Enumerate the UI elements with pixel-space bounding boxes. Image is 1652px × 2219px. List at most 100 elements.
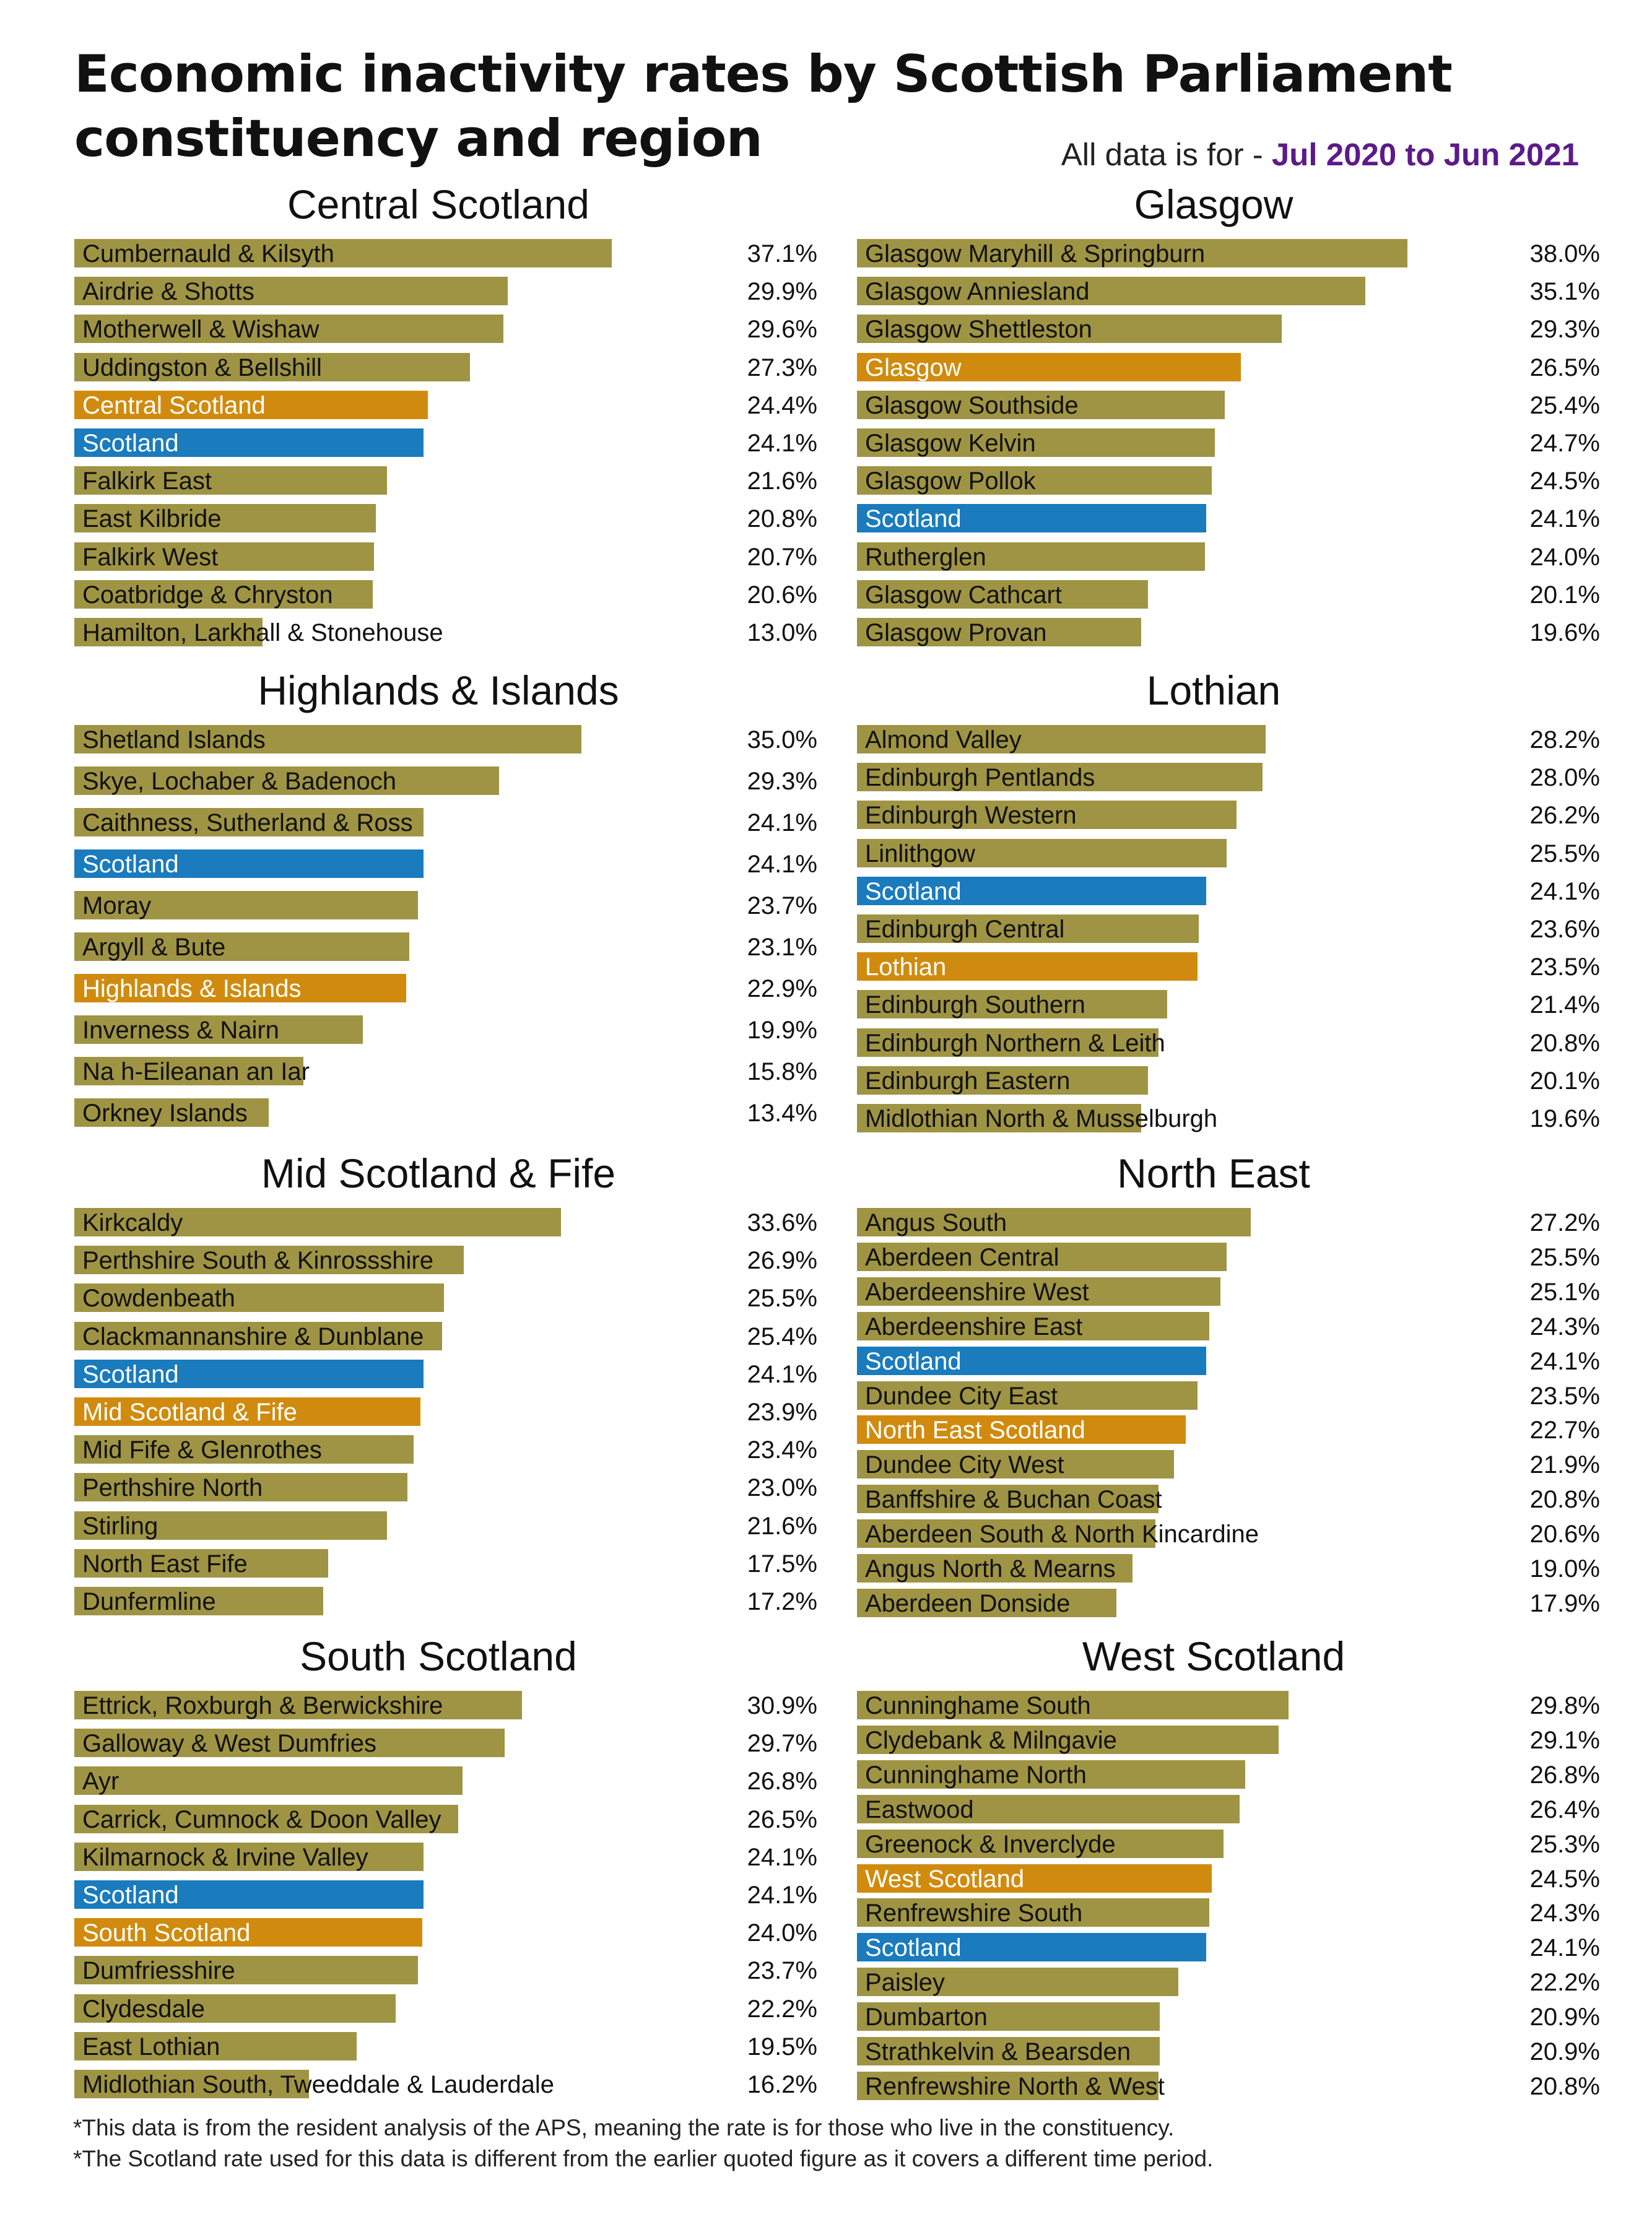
bar-label: Glasgow Provan <box>865 619 1047 646</box>
bar-label: Glasgow Shettleston <box>865 316 1092 344</box>
bar-row: Aberdeen Central 25.5% <box>857 1242 1600 1272</box>
bar-label: Perthshire South & Kinrossshire <box>82 1247 433 1275</box>
bar-value-label: 24.1% <box>747 851 817 878</box>
bar-value-label: 29.9% <box>747 278 817 306</box>
bar-constituency <box>74 891 418 919</box>
bar-label: Ayr <box>82 1768 120 1796</box>
bar-label: Kirkcaldy <box>82 1209 183 1236</box>
data-period-note: All data is for - Jul 2020 to Jun 2021 <box>1061 136 1579 173</box>
bar-region <box>857 352 1241 381</box>
bar-scotland <box>857 1346 1206 1375</box>
bar-label: Cumbernauld & Kilsyth <box>82 240 334 267</box>
bar-label: Aberdeen South & North Kincardine <box>865 1521 1259 1548</box>
bar-constituency <box>857 1311 1209 1340</box>
bar-row: North East Scotland 22.7% <box>857 1415 1600 1445</box>
bar-scotland <box>857 1933 1206 1962</box>
bar-row: Falkirk East 21.6% <box>74 466 817 496</box>
bar-row: Angus South 27.2% <box>857 1208 1600 1238</box>
bar-label: Skye, Lochaber & Badenoch <box>82 768 397 795</box>
bar-row: Angus North & Mearns 19.0% <box>857 1554 1600 1584</box>
bar-value-label: 21.4% <box>1529 991 1600 1019</box>
chart-title: South Scotland <box>300 1633 577 1679</box>
bar-label: Dundee City East <box>865 1382 1058 1410</box>
bar-value-label: 33.6% <box>747 1209 817 1236</box>
bar-label: Linlithgow <box>865 840 975 867</box>
footnotes: *This data is from the resident analysis… <box>73 2113 1213 2174</box>
bar-value-label: 27.3% <box>747 354 817 381</box>
chart-highlands-islands: Highlands & Islands Shetland Islands 35.0%… <box>74 666 817 1146</box>
bar-row: East Kilbride 20.8% <box>74 504 817 534</box>
bar-value-label: 29.8% <box>1529 1692 1600 1719</box>
bar-value-label: 13.0% <box>747 619 817 646</box>
bar-row: Kilmarnock & Irvine Valley 24.1% <box>74 1842 817 1872</box>
bar-label: Aberdeenshire East <box>865 1313 1083 1340</box>
bar-label: Scotland <box>82 430 179 457</box>
bar-label: Glasgow Pollok <box>865 467 1036 495</box>
footnote-resident-analysis: *This data is from the resident analysis… <box>73 2115 1175 2140</box>
bar-row: Clydebank & Milngavie 29.1% <box>857 1725 1600 1755</box>
bar-label: West Scotland <box>865 1865 1025 1893</box>
bar-label: Scotland <box>865 877 962 905</box>
bar-row: North East Fife 17.5% <box>74 1548 817 1579</box>
bar-constituency <box>74 466 388 495</box>
bar-value-label: 26.5% <box>1529 354 1600 381</box>
bar-row: Scotland 24.1% <box>857 1346 1600 1376</box>
chart-north-east: North East Angus South 27.2% Aberdeen Centr… <box>857 1149 1600 1630</box>
bar-constituency <box>74 1246 464 1275</box>
bar-constituency <box>857 1968 1179 1997</box>
bar-row: Glasgow Cathcart 20.1% <box>857 580 1600 610</box>
bar-row: Scotland 24.1% <box>74 428 817 458</box>
bar-label: Moray <box>82 892 152 919</box>
bar-row: Inverness & Nairn 19.9% <box>74 1015 817 1045</box>
bar-label: Hamilton, Larkhall & Stonehouse <box>82 619 443 646</box>
bar-row: Aberdeen Donside 17.9% <box>857 1588 1600 1618</box>
bar-row: Aberdeenshire West 25.1% <box>857 1277 1600 1307</box>
bar-value-label: 21.6% <box>747 1512 817 1540</box>
bar-label: East Lothian <box>82 2033 220 2060</box>
bar-constituency <box>74 1057 303 1085</box>
bar-label: North East Fife <box>82 1550 248 1578</box>
bar-constituency <box>857 277 1366 306</box>
bar-constituency <box>74 504 376 533</box>
bar-constituency <box>74 2031 357 2060</box>
bar-label: Uddingston & Bellshill <box>82 354 322 381</box>
bar-value-label: 20.8% <box>1529 2072 1600 2100</box>
bar-row: Linlithgow 25.5% <box>857 838 1600 869</box>
bar-value-label: 29.3% <box>747 768 817 795</box>
bar-value-label: 24.0% <box>747 1919 817 1947</box>
bar-row: Edinburgh Northern & Leith 20.8% <box>857 1028 1600 1058</box>
bar-row: Almond Valley 28.2% <box>857 725 1600 755</box>
bar-label: Aberdeenshire West <box>865 1278 1089 1306</box>
bar-row: Cunninghame South 29.8% <box>857 1691 1600 1721</box>
bar-label: Scotland <box>82 1882 179 1909</box>
bar-row: Galloway & West Dumfries 29.7% <box>74 1729 817 1758</box>
bar-scotland <box>857 504 1206 533</box>
bar-row: Na h-Eileanan an Iar 15.8% <box>74 1057 817 1087</box>
bar-value-label: 22.9% <box>747 975 817 1002</box>
bar-value-label: 22.7% <box>1529 1417 1600 1444</box>
bar-row: Clydesdale 22.2% <box>74 1994 817 2024</box>
bar-label: North East Scotland <box>865 1417 1085 1444</box>
bar-value-label: 23.5% <box>1529 953 1600 981</box>
bar-row: Dumbarton 20.9% <box>857 2002 1600 2032</box>
bar-constituency <box>74 1766 463 1796</box>
bar-value-label: 24.5% <box>1529 467 1600 495</box>
bar-label: Glasgow Maryhill & Springburn <box>865 240 1206 267</box>
chart-title: West Scotland <box>1082 1633 1346 1679</box>
bar-row: Glasgow Maryhill & Springburn 38.0% <box>857 239 1600 269</box>
bar-value-label: 20.6% <box>747 581 817 609</box>
bar-label: Inverness & Nairn <box>82 1017 279 1044</box>
bar-constituency <box>74 1956 418 1985</box>
bar-row: Midlothian South, Tweeddale & Lauderdale… <box>74 2070 817 2100</box>
bar-value-label: 27.2% <box>1529 1209 1600 1236</box>
bar-region <box>74 974 406 1002</box>
bar-row: East Lothian 19.5% <box>74 2031 817 2062</box>
bar-value-label: 25.4% <box>1529 391 1600 419</box>
bar-constituency <box>857 542 1205 571</box>
bar-value-label: 17.5% <box>747 1550 817 1578</box>
chart-title: Lothian <box>1146 667 1281 713</box>
bar-label: Shetland Islands <box>82 726 266 753</box>
bar-row: Hamilton, Larkhall & Stonehouse 13.0% <box>74 618 817 648</box>
bar-constituency <box>74 2070 310 2098</box>
bar-label: Scotland <box>865 505 962 533</box>
